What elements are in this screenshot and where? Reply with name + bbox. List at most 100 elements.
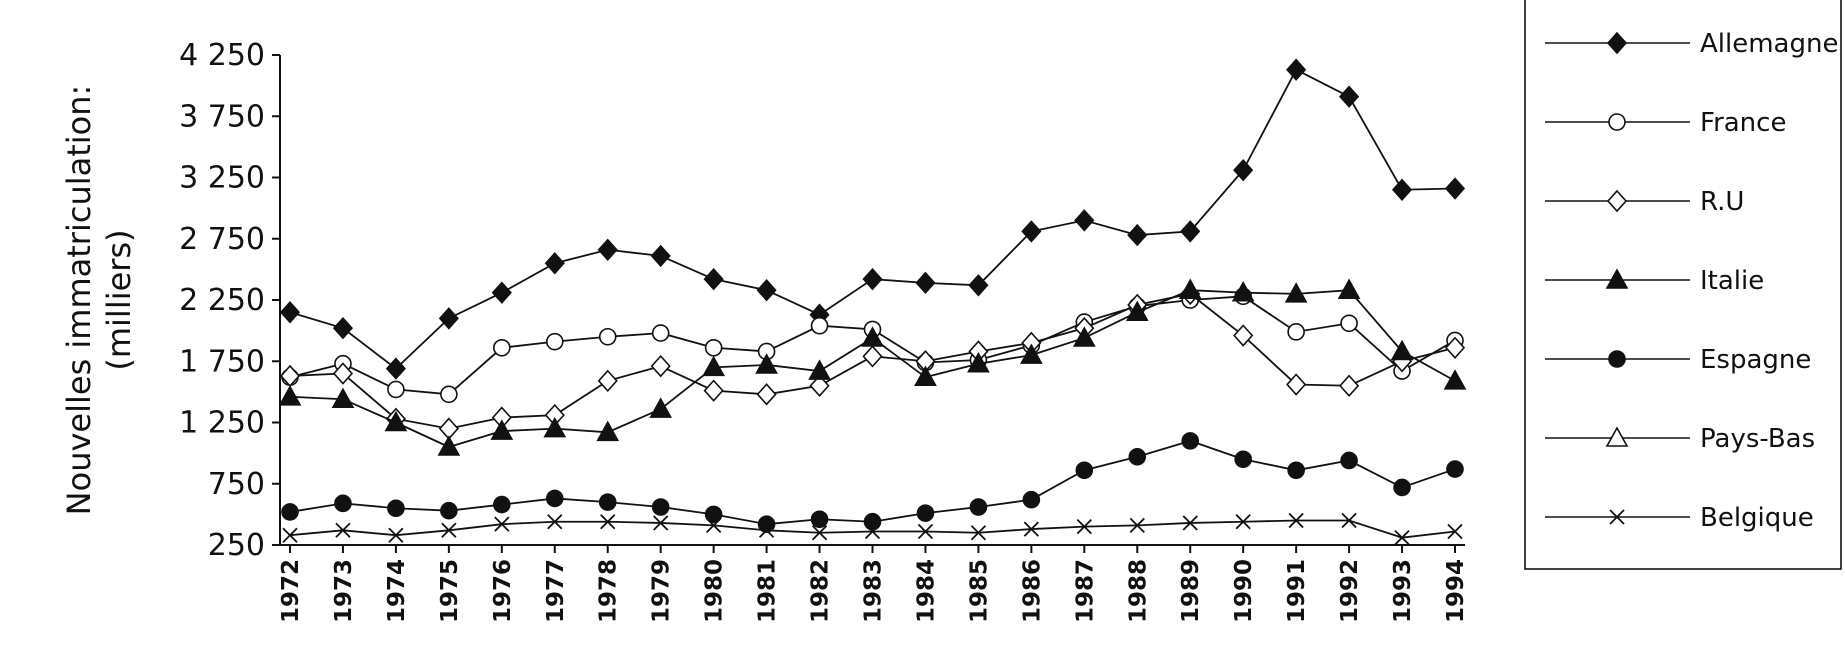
x-tick-label: 1981 bbox=[755, 559, 781, 623]
x-tick-label: 1982 bbox=[808, 559, 834, 623]
data-point bbox=[282, 527, 298, 543]
data-point bbox=[755, 353, 778, 374]
data-point bbox=[651, 498, 670, 516]
data-point bbox=[385, 357, 406, 380]
legend-marker bbox=[1606, 189, 1628, 213]
x-tick-label: 1978 bbox=[596, 559, 622, 623]
series-layer bbox=[278, 58, 1467, 546]
data-point bbox=[810, 316, 829, 335]
data-point bbox=[915, 271, 936, 295]
data-point bbox=[281, 503, 299, 521]
data-point bbox=[862, 345, 883, 368]
data-point bbox=[437, 435, 461, 456]
x-tick-label: 1987 bbox=[1072, 559, 1098, 623]
data-point bbox=[1339, 374, 1360, 397]
series-belgique bbox=[282, 512, 1463, 546]
legend-item: Belgique bbox=[1545, 503, 1814, 533]
data-point bbox=[1391, 178, 1413, 201]
data-point bbox=[491, 281, 512, 304]
data-point bbox=[1444, 177, 1466, 200]
legend-label: Pays-Bas bbox=[1700, 424, 1815, 454]
data-point bbox=[598, 493, 617, 511]
data-point bbox=[1129, 517, 1145, 534]
x-tick-label: 1988 bbox=[1125, 559, 1151, 623]
data-point bbox=[1020, 343, 1043, 364]
data-point bbox=[864, 523, 881, 540]
data-point bbox=[1178, 278, 1202, 300]
data-point bbox=[1287, 461, 1305, 480]
data-point bbox=[334, 494, 352, 513]
data-point bbox=[756, 279, 777, 302]
x-tick-label: 1986 bbox=[1019, 559, 1045, 623]
data-point bbox=[862, 267, 883, 291]
data-point bbox=[704, 338, 723, 357]
x-tick-label: 1991 bbox=[1284, 559, 1310, 623]
data-point bbox=[1125, 300, 1149, 322]
x-tick-label: 1977 bbox=[543, 559, 569, 623]
data-point bbox=[703, 267, 724, 291]
legend: Allemagne France R.U Italie Espagne Pays-Bas B… bbox=[1524, 0, 1842, 570]
data-point bbox=[1446, 460, 1464, 478]
x-tick-label: 1973 bbox=[331, 559, 357, 623]
x-tick-label: 1994 bbox=[1443, 559, 1469, 623]
y-tick-label: 4 250 bbox=[179, 38, 265, 73]
legend-item: Espagne bbox=[1545, 345, 1811, 375]
data-point bbox=[1023, 521, 1040, 537]
y-tick-label: 1 750 bbox=[179, 344, 265, 379]
data-point bbox=[438, 307, 459, 330]
y-tick-label: 3 250 bbox=[179, 161, 265, 196]
data-point bbox=[757, 515, 776, 533]
y-tick-label: 1 250 bbox=[179, 406, 265, 441]
data-point bbox=[494, 516, 510, 532]
data-point bbox=[1072, 326, 1096, 347]
y-tick-label: 750 bbox=[208, 467, 265, 502]
x-tick-label: 1979 bbox=[649, 559, 675, 623]
y-axis-label-line-2: (milliers) bbox=[100, 229, 138, 370]
x-tick-label: 1985 bbox=[966, 559, 992, 623]
y-tick-label: 2 750 bbox=[179, 222, 265, 257]
data-point bbox=[1286, 373, 1307, 396]
x-tick-label: 1975 bbox=[437, 559, 463, 623]
data-point bbox=[544, 252, 565, 275]
y-axis-label-line-1: Nouvelles immatriculation: bbox=[60, 85, 98, 516]
data-point bbox=[331, 387, 355, 409]
legend-item: Pays-Bas bbox=[1545, 424, 1815, 454]
data-point bbox=[278, 385, 302, 406]
data-point bbox=[388, 527, 404, 543]
data-point bbox=[808, 359, 831, 380]
data-point bbox=[1341, 512, 1357, 529]
legend-label: France bbox=[1700, 108, 1786, 138]
data-point bbox=[653, 515, 669, 531]
data-point bbox=[440, 501, 458, 520]
data-point bbox=[863, 512, 882, 531]
legend-marker bbox=[1605, 426, 1629, 447]
data-point bbox=[1393, 478, 1411, 497]
data-point bbox=[969, 498, 988, 516]
legend-item: R.U bbox=[1545, 187, 1744, 217]
data-point bbox=[1443, 369, 1467, 390]
data-point bbox=[493, 338, 511, 357]
series-r-u bbox=[279, 282, 1466, 440]
data-point bbox=[335, 522, 351, 538]
data-point bbox=[1337, 278, 1361, 300]
x-tick-label: 1990 bbox=[1231, 559, 1257, 623]
x-tick-label: 1984 bbox=[913, 559, 939, 623]
data-point bbox=[1233, 158, 1254, 182]
data-point bbox=[704, 505, 723, 524]
series-line bbox=[289, 439, 1456, 526]
legend-marker bbox=[1608, 113, 1626, 131]
data-point bbox=[1182, 515, 1198, 531]
data-point bbox=[1075, 461, 1094, 480]
data-point bbox=[1234, 450, 1252, 469]
data-point bbox=[811, 525, 828, 541]
y-axis-label: Nouvelles immatriculation: (milliers) bbox=[60, 85, 138, 516]
x-tick-label: 1992 bbox=[1337, 559, 1363, 623]
data-point bbox=[597, 238, 618, 261]
data-point bbox=[440, 385, 458, 404]
data-point bbox=[968, 274, 989, 297]
data-point bbox=[1390, 339, 1414, 361]
data-point bbox=[1447, 523, 1463, 540]
data-point bbox=[758, 522, 775, 538]
legend-box bbox=[1524, 0, 1842, 570]
